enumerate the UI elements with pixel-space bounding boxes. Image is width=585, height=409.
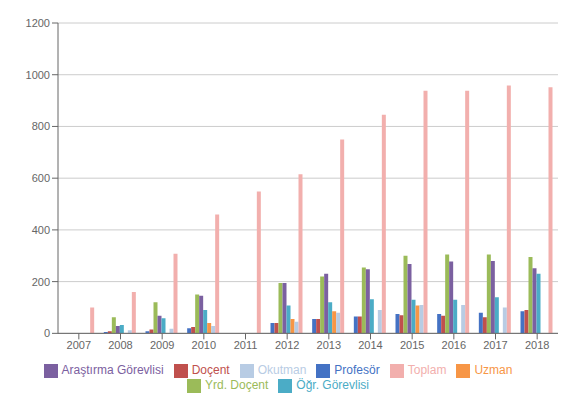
svg-text:2018: 2018 (525, 339, 549, 351)
svg-text:2014: 2014 (358, 339, 382, 351)
html-text:Okutman: Okutman (257, 363, 307, 378)
svg-text:2010: 2010 (192, 339, 216, 351)
svg-text:2016: 2016 (442, 339, 466, 351)
svg-text:800: 800 (32, 120, 50, 132)
svg-text:400: 400 (32, 224, 50, 236)
svg-text:2011: 2011 (234, 339, 258, 351)
svg-text:2015: 2015 (400, 339, 424, 351)
svg-text:2009: 2009 (150, 339, 174, 351)
svg-text:0: 0 (44, 327, 50, 339)
html-text:Uzman: Uzman (474, 363, 513, 378)
svg-text:2007: 2007 (67, 339, 91, 351)
svg-text:2012: 2012 (275, 339, 299, 351)
svg-text:200: 200 (32, 276, 50, 288)
html-text:Toplam: Toplam (407, 363, 447, 378)
svg-text:1200: 1200 (26, 17, 50, 29)
html-text:Yrd. Doçent: Yrd. Doçent (205, 378, 269, 393)
svg-text:1000: 1000 (26, 69, 50, 81)
svg-text:2008: 2008 (108, 339, 132, 351)
html-text:Profesör: Profesör (334, 363, 380, 378)
svg-text:600: 600 (32, 172, 50, 184)
svg-text:2017: 2017 (483, 339, 507, 351)
html-text:Öğr. Görevlisi: Öğr. Görevlisi (296, 378, 369, 393)
html-text:Doçent: Doçent (191, 363, 230, 378)
svg-text:2013: 2013 (317, 339, 341, 351)
html-text:Araştırma Görevlisi: Araştırma Görevlisi (61, 363, 164, 378)
